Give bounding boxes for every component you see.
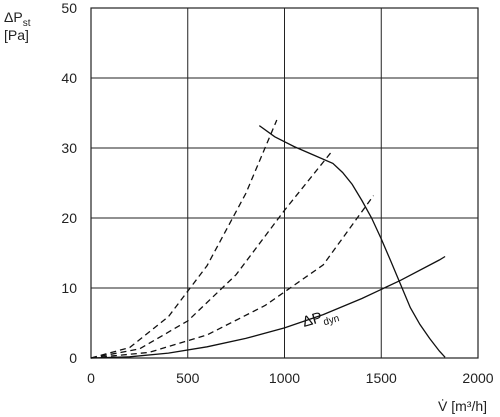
y-tick-label-40: 40 [61,70,77,86]
y-tick-label-10: 10 [61,280,77,296]
y-axis-title: ΔPst [4,9,31,29]
y-tick-label-30: 30 [61,140,77,156]
dashed-curve-4 [90,195,375,359]
x-tick-label-500: 500 [176,370,200,386]
y-axis-title-sub: st [23,18,31,29]
solid-curve-1 [90,255,446,359]
x-tick-label-1500: 1500 [366,370,397,386]
x-axis-title: V̇ [m³/h] [438,398,487,414]
x-tick-label-0: 0 [87,370,95,386]
y-axis-unit: [Pa] [4,27,29,43]
x-tick-label-1000: 1000 [269,370,300,386]
solid-curve-0 [258,125,446,358]
x-tick-label-2000: 2000 [462,370,493,386]
y-tick-label-50: 50 [61,0,77,16]
curves [90,119,446,359]
dashed-curve-2 [90,119,278,359]
y-tick-label-20: 20 [61,210,77,226]
y-axis-title-main: ΔP [4,9,23,25]
grid [90,7,479,359]
y-tick-label-0: 0 [69,350,77,366]
dynamic-pressure-label: ΔPdyn [300,305,340,334]
plot-frame [90,7,479,359]
dashed-curve-3 [90,149,334,359]
dynamic-pressure-label-main: ΔP [300,309,324,331]
dynamic-pressure-label-sub: dyn [322,313,341,328]
tick-labels: 0 500 1000 1500 2000 0 10 20 30 40 50 [61,0,493,386]
